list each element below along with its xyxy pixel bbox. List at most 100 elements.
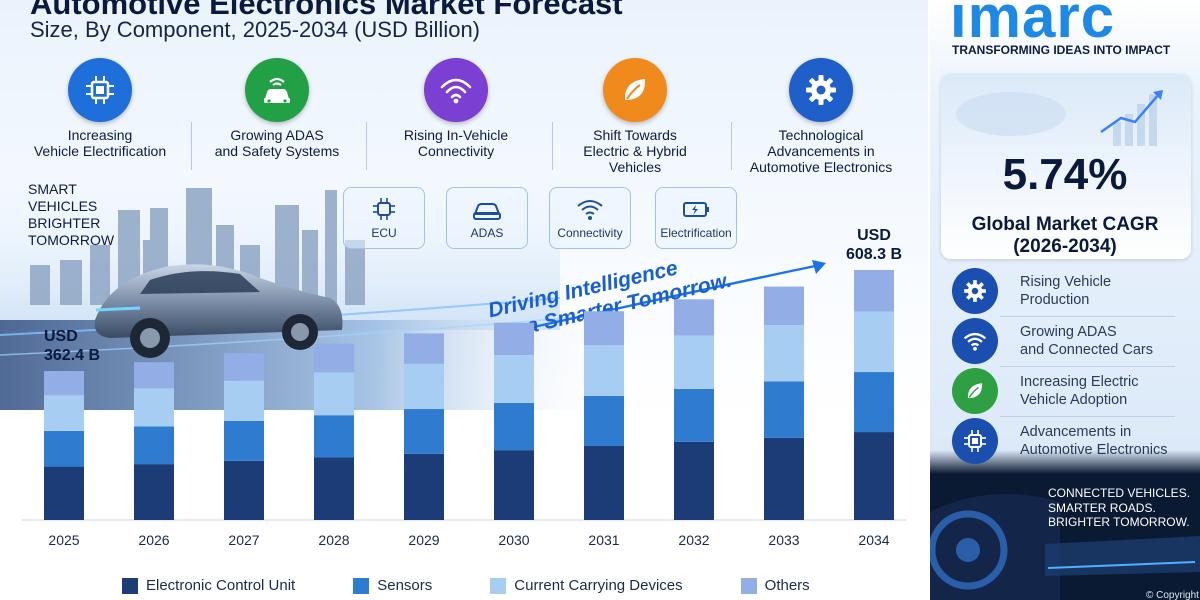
legend-swatch [353, 577, 370, 594]
bar-segment-2029-3 [404, 333, 444, 364]
bar-segment-2029-1 [404, 409, 444, 454]
x-tick-label: 2029 [408, 532, 439, 548]
legend-label: Current Carrying Devices [514, 577, 683, 594]
x-tick-label: 2028 [318, 532, 349, 548]
bar-segment-2027-2 [224, 380, 264, 421]
bar-segment-2034-1 [854, 372, 894, 433]
logo-tagline: TRANSFORMING IDEAS INTO IMPACT [952, 43, 1171, 57]
bar-segment-2030-2 [494, 355, 534, 403]
x-tick-label: 2030 [498, 532, 529, 548]
car-graphic [94, 264, 343, 358]
driver-ev-shift: Shift Towards Electric & Hybrid Vehicles [550, 58, 720, 175]
bar-segment-2025-3 [44, 371, 84, 396]
divider [1000, 416, 1175, 417]
bar-segment-2034-0 [854, 432, 894, 520]
bar-segment-2026-2 [134, 388, 174, 427]
bar-segment-2026-0 [134, 464, 174, 520]
side-footer-text: CONNECTED VEHICLES. SMARTER ROADS. BRIGH… [1048, 486, 1191, 529]
side-item-label: Advancements in Automotive Electronics [1020, 424, 1168, 458]
legend-item-sensors: Sensors [353, 577, 432, 594]
battery-icon [656, 196, 736, 222]
legend-item-ecu: Electronic Control Unit [122, 577, 295, 594]
bar-segment-2033-3 [764, 286, 804, 326]
x-tick-label: 2027 [228, 532, 259, 548]
cagr-label: Global Market CAGR (2026-2034) [971, 214, 1159, 257]
legend-swatch [490, 577, 507, 594]
side-item-label: Growing ADAS and Connected Cars [1020, 324, 1153, 358]
legend-label: Electronic Control Unit [146, 577, 296, 594]
legend-item-current-carrying: Current Carrying Devices [490, 577, 683, 594]
feature-electrification: Electrification [655, 187, 737, 249]
driver-label: Technological Advancements in Automotive… [749, 127, 893, 175]
divider [191, 122, 192, 170]
bars-group [44, 270, 894, 520]
chip-icon [952, 418, 998, 464]
bar-segment-2030-0 [494, 450, 534, 520]
page-subtitle: Size, By Component, 2025-2034 (USD Billi… [30, 17, 481, 42]
feature-ecu: ECU [343, 187, 425, 249]
wifi-icon [952, 318, 998, 364]
main-infographic: Automotive Electronics Market Forecast S… [0, 0, 928, 600]
feature-label: Connectivity [557, 226, 623, 240]
leaf-icon [952, 368, 998, 414]
bar-segment-2028-2 [314, 372, 354, 416]
bar-segment-2025-2 [44, 395, 84, 431]
bar-segment-2028-0 [314, 457, 354, 520]
bar-segment-2033-0 [764, 437, 804, 520]
divider [731, 122, 732, 170]
growth-chart-graphic [956, 90, 1163, 146]
bar-segment-2027-1 [224, 420, 264, 461]
bar-segment-2031-1 [584, 395, 624, 447]
driver-connectivity: Rising In-Vehicle Connectivity [371, 58, 541, 159]
leaf-icon [603, 58, 667, 122]
legend-swatch [740, 577, 757, 594]
bar-segment-2025-0 [44, 466, 84, 520]
bar-segment-2033-2 [764, 325, 804, 382]
imarc-logo: imarc [950, 0, 1116, 50]
bar-segment-2029-0 [404, 453, 444, 520]
car-signal-icon [245, 58, 309, 122]
x-tick-label: 2033 [768, 532, 799, 548]
feature-label: ECU [371, 226, 397, 240]
bar-segment-2030-3 [494, 322, 534, 356]
car-interior-graphic [930, 494, 1200, 600]
feature-label: Electrification [660, 226, 732, 240]
divider [1000, 316, 1175, 317]
side-item-ev-adoption: Increasing Electric Vehicle Adoption [952, 367, 1192, 415]
bar-segment-2032-0 [674, 441, 714, 520]
gear-icon [952, 268, 998, 314]
kpi-card [941, 74, 1191, 259]
side-item-electronics: Advancements in Automotive Electronics [952, 417, 1192, 465]
page-title: Automotive Electronics Market Forecast [30, 0, 623, 21]
side-item-label: Rising Vehicle Production [1020, 274, 1112, 308]
gear-icon [789, 58, 853, 122]
bar-segment-2032-2 [674, 335, 714, 389]
bar-segment-2032-3 [674, 299, 714, 336]
bar-segment-2034-2 [854, 311, 894, 373]
driver-label: Shift Towards Electric & Hybrid Vehicles [583, 127, 687, 175]
x-tick-label: 2026 [138, 532, 169, 548]
bar-segment-2033-1 [764, 381, 804, 438]
chip-icon [344, 196, 424, 222]
x-tick-label: 2032 [678, 532, 709, 548]
driver-label: Growing ADAS and Safety Systems [214, 127, 340, 159]
side-item-adas: Growing ADAS and Connected Cars [952, 317, 1192, 365]
cagr-value: 5.74% [1002, 150, 1128, 199]
wifi-icon [424, 58, 488, 122]
driver-technology: Technological Advancements in Automotive… [736, 58, 906, 175]
bar-segment-2026-1 [134, 426, 174, 465]
driver-label: Increasing Vehicle Electrification [33, 127, 167, 159]
driver-adas: Growing ADAS and Safety Systems [192, 58, 362, 159]
driver-electrification: Increasing Vehicle Electrification [15, 58, 185, 159]
copyright-text: © Copyright [1146, 590, 1199, 600]
bar-segment-2028-1 [314, 415, 354, 458]
divider [366, 122, 367, 170]
feature-label: ADAS [470, 226, 504, 240]
bar-segment-2028-3 [314, 343, 354, 373]
total-annotation-2034: USD [857, 227, 891, 244]
total-annotation-2025: USD [44, 328, 78, 345]
x-tick-labels: 2025 2026 2027 2028 2029 2030 2031 2032 2033 2034 [48, 532, 889, 548]
total-annotation-2025: 362.4 B [44, 347, 100, 364]
legend-item-others: Others [740, 577, 810, 594]
wifi-icon [550, 196, 630, 222]
